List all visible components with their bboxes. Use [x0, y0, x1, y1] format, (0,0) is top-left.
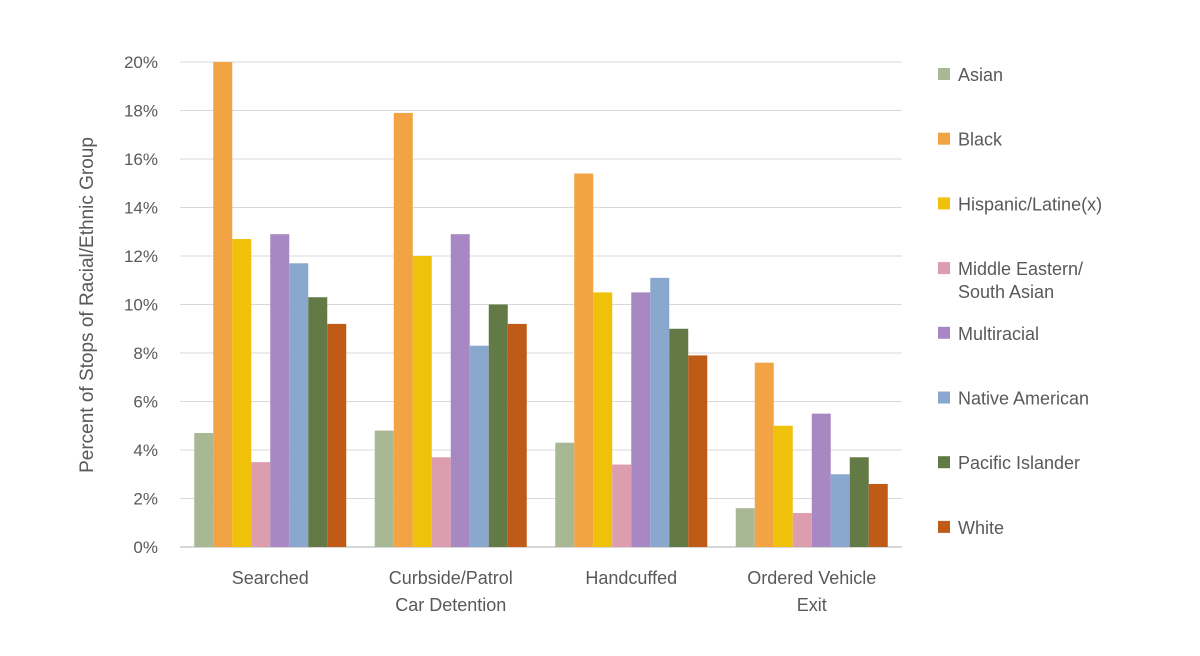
- y-axis-label: Percent of Stops of Racial/Ethnic Group: [77, 137, 98, 473]
- bar: [327, 323, 347, 547]
- bar: [830, 474, 850, 547]
- y-tick-label: 20%: [124, 53, 158, 72]
- y-tick-label: 4%: [133, 441, 158, 460]
- x-category-label: Car Detention: [395, 595, 506, 615]
- legend-label: Middle Eastern/: [958, 259, 1083, 279]
- y-axis-ticks: 0% 2% 4% 6% 8% 10% 12% 14% 16% 18% 20%: [124, 53, 158, 557]
- bar: [773, 425, 793, 547]
- y-tick-label: 8%: [133, 344, 158, 363]
- bar: [488, 304, 508, 547]
- bar: [469, 345, 489, 547]
- legend-swatch: [938, 520, 950, 533]
- x-category-label: Ordered Vehicle: [747, 568, 876, 588]
- legend: Asian Black Hispanic/Latine(x) Middle Easte…: [938, 65, 1102, 538]
- legend-label: South Asian: [958, 282, 1054, 302]
- y-tick-label: 0%: [133, 538, 158, 557]
- bar: [450, 234, 470, 548]
- y-tick-label: 6%: [133, 393, 158, 412]
- legend-label: White: [958, 518, 1004, 538]
- bar: [507, 323, 527, 547]
- bar: [593, 292, 613, 547]
- bar: [612, 464, 632, 547]
- legend-swatch: [938, 326, 950, 339]
- legend-swatch: [938, 197, 950, 210]
- bar: [669, 328, 689, 547]
- bar: [412, 256, 432, 547]
- bar: [555, 442, 575, 547]
- bar: [650, 277, 670, 547]
- bar: [574, 173, 594, 548]
- bar: [792, 513, 812, 547]
- bar: [194, 433, 214, 547]
- bar: [308, 297, 328, 547]
- y-tick-label: 12%: [124, 247, 158, 266]
- bar: [393, 112, 413, 548]
- x-category-label: Searched: [232, 568, 309, 588]
- legend-swatch: [938, 391, 950, 404]
- legend-label: Multiracial: [958, 324, 1039, 344]
- legend-label: Pacific Islander: [958, 453, 1080, 473]
- bar: [754, 362, 774, 547]
- legend-swatch: [938, 262, 950, 275]
- x-axis-categories: Searched Curbside/Patrol Car Detention Hand…: [232, 568, 877, 615]
- bar: [232, 239, 252, 547]
- bar: [868, 483, 888, 547]
- y-tick-label: 10%: [124, 296, 158, 315]
- bar: [849, 457, 869, 547]
- bar: [811, 413, 831, 547]
- legend-swatch: [938, 456, 950, 469]
- bar: [213, 62, 233, 547]
- y-tick-label: 18%: [124, 102, 158, 121]
- y-tick-label: 2%: [133, 490, 158, 509]
- bar: [735, 508, 755, 547]
- x-category-label: Curbside/Patrol: [389, 568, 513, 588]
- x-category-label: Handcuffed: [585, 568, 677, 588]
- bar: [251, 462, 271, 547]
- legend-swatch: [938, 68, 950, 80]
- legend-label: Native American: [958, 389, 1089, 409]
- bar: [289, 263, 309, 547]
- x-category-label: Exit: [797, 595, 827, 615]
- legend-label: Hispanic/Latine(x): [958, 194, 1102, 214]
- y-tick-label: 14%: [124, 199, 158, 218]
- bar: [688, 355, 708, 547]
- bars: [194, 62, 888, 548]
- y-tick-label: 16%: [124, 150, 158, 169]
- bar: [270, 234, 290, 548]
- bar: [631, 292, 651, 547]
- legend-label: Asian: [958, 65, 1003, 85]
- legend-label: Black: [958, 130, 1003, 150]
- bar: [374, 430, 394, 547]
- bar: [431, 457, 451, 547]
- legend-swatch: [938, 132, 950, 145]
